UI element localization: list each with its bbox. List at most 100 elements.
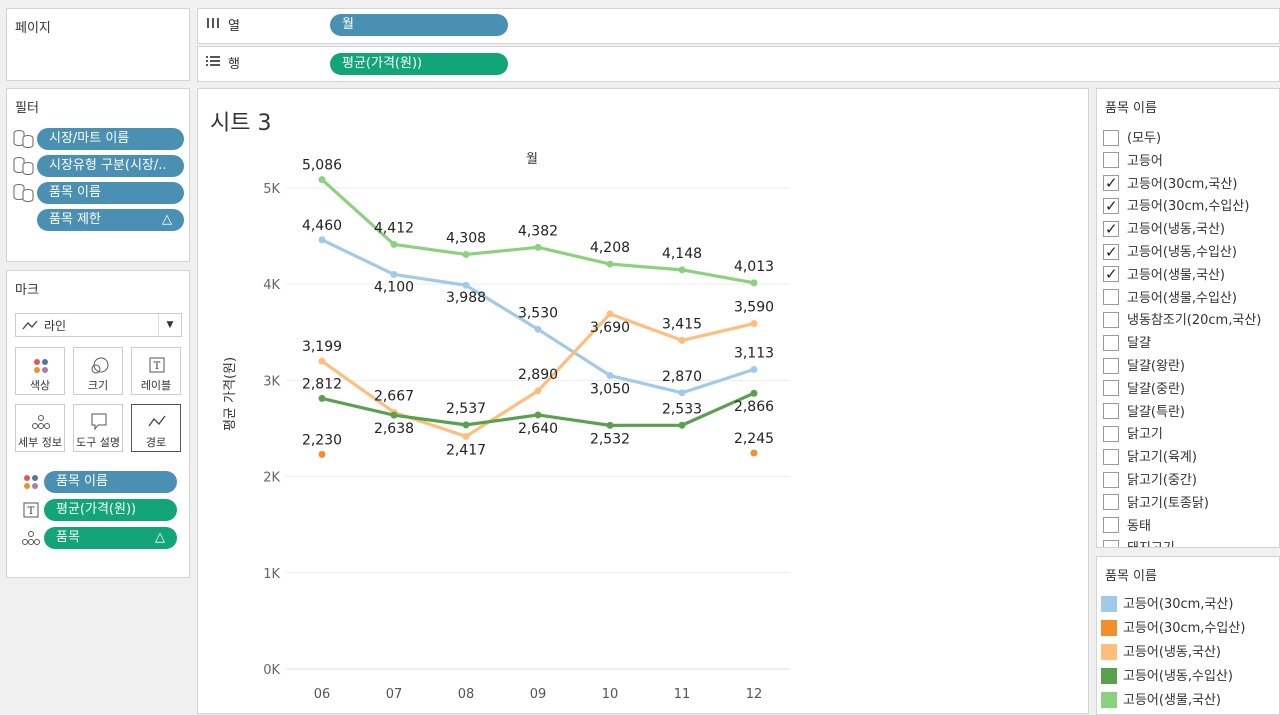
checkbox[interactable]: [1103, 494, 1119, 511]
size-button[interactable]: 크기: [73, 347, 123, 395]
filter-item[interactable]: 닭고기(중간): [1103, 470, 1197, 492]
filter-item[interactable]: 달걀(왕란): [1103, 356, 1185, 378]
checkbox[interactable]: [1103, 471, 1119, 488]
tooltip-button[interactable]: 도구 설명: [73, 404, 123, 452]
checkbox[interactable]: [1103, 218, 1119, 240]
chart-title: 월: [526, 152, 538, 167]
x-tick-label: 08: [458, 687, 475, 702]
legend-item[interactable]: 고등어(생물,국산): [1101, 690, 1221, 712]
data-label: 2,417: [446, 442, 486, 458]
checkbox[interactable]: [1103, 152, 1119, 169]
filters-shelf[interactable]: 필터 시장/마트 이름 시장유형 구분(시장/.. 품목 이름 품목 제한 △: [6, 88, 190, 262]
detail-button-label: 세부 정보: [18, 436, 62, 449]
filter-item[interactable]: 고등어(냉동,수입산): [1103, 241, 1237, 264]
filter-item-label: 고등어(냉동,수입산): [1127, 245, 1237, 260]
legend-item[interactable]: 고등어(냉동,국산): [1101, 642, 1221, 664]
checkbox[interactable]: [1103, 403, 1119, 420]
data-label: 3,690: [590, 320, 630, 336]
columns-pill-month[interactable]: 월: [330, 14, 508, 36]
filter-pill-market-type[interactable]: 시장유형 구분(시장/..: [37, 155, 184, 177]
filter-item[interactable]: 냉동참조기(20cm,국산): [1103, 310, 1261, 332]
chevron-down-icon[interactable]: ▼: [158, 314, 181, 336]
filter-item[interactable]: 달걀(중란): [1103, 379, 1185, 401]
data-label: 2,640: [518, 421, 558, 437]
item-name-filter-card[interactable]: 품목 이름 (모두) 고등어고등어(30cm,국산) 고등어(30cm,수입산) 고등…: [1096, 88, 1280, 548]
data-label: 4,412: [374, 220, 414, 236]
data-point: [318, 357, 326, 365]
legend-item[interactable]: 고등어(30cm,수입산): [1101, 618, 1245, 640]
data-label: 3,530: [518, 305, 558, 321]
checkbox[interactable]: [1103, 517, 1119, 534]
filter-item-label: 고등어(냉동,국산): [1127, 222, 1225, 238]
checkbox[interactable]: [1103, 195, 1119, 217]
data-label: 3,988: [446, 290, 486, 306]
checkbox[interactable]: [1103, 129, 1119, 146]
data-label: 2,890: [518, 367, 558, 383]
legend-label: 고등어(생물,국산): [1123, 693, 1221, 708]
label-button-label: 레이블: [140, 379, 172, 392]
filter-pill-market-name[interactable]: 시장/마트 이름: [37, 128, 184, 150]
label-button[interactable]: T 레이블: [131, 347, 181, 395]
color-dots-icon: [34, 359, 48, 373]
marks-pill-avg-price[interactable]: 평균(가격(원)): [44, 499, 177, 521]
data-label: 3,199: [302, 339, 342, 355]
filter-item[interactable]: 닭고기(토종닭): [1103, 493, 1209, 515]
filter-item[interactable]: 닭고기(육계): [1103, 447, 1197, 469]
x-tick-label: 11: [674, 687, 691, 702]
filter-pill-item-limit-label: 품목 제한: [49, 212, 101, 227]
filter-item[interactable]: 돼지고기: [1103, 538, 1175, 547]
mark-type-dropdown[interactable]: 라인 ▼: [15, 313, 182, 337]
checkbox[interactable]: [1103, 289, 1119, 306]
filter-item[interactable]: 고등어(30cm,국산): [1103, 172, 1237, 196]
filter-item[interactable]: 달걀: [1103, 333, 1151, 355]
detail-button[interactable]: 세부 정보: [15, 404, 65, 452]
filter-item[interactable]: 동태: [1103, 516, 1151, 538]
rows-label: 행: [228, 57, 240, 72]
color-button[interactable]: 색상: [15, 347, 65, 395]
filter-item[interactable]: 고등어(냉동,국산): [1103, 218, 1225, 241]
data-point: [750, 449, 758, 457]
color-dots-icon: [24, 475, 38, 489]
filter-item[interactable]: 고등어(30cm,수입산): [1103, 195, 1249, 218]
checkbox[interactable]: [1103, 380, 1119, 397]
data-point: [390, 411, 398, 419]
worksheet[interactable]: 시트 3 0K 1K 2K 3K 4K 5K 06 07 08 09 10 11 12 월 평균 가격(원)…: [197, 88, 1089, 714]
checkbox[interactable]: [1103, 241, 1119, 263]
filter-item[interactable]: 닭고기: [1103, 424, 1163, 446]
legend-item[interactable]: 고등어(30cm,국산): [1101, 594, 1233, 616]
legend-item[interactable]: 고등어(냉동,수입산): [1101, 666, 1233, 688]
path-button[interactable]: 경로: [131, 404, 181, 452]
checkbox[interactable]: [1103, 311, 1119, 328]
data-point: [678, 389, 686, 397]
filter-item[interactable]: 달걀(특란): [1103, 402, 1185, 424]
rows-shelf[interactable]: 행 평균(가격(원)): [197, 46, 1280, 82]
columns-shelf[interactable]: 열 월: [197, 8, 1280, 44]
checkbox[interactable]: [1103, 425, 1119, 442]
legend-label: 고등어(30cm,국산): [1123, 597, 1234, 612]
filter-pill-item-limit[interactable]: 품목 제한 △: [37, 209, 184, 231]
filter-item[interactable]: 고등어(생물,국산): [1103, 263, 1225, 287]
marks-card[interactable]: 마크 라인 ▼ 색상 크기 T 레이블 세부 정보 도구 설명 경로 품목 이름…: [6, 270, 190, 578]
data-label: 2,230: [302, 432, 342, 448]
filter-pill-item-name[interactable]: 품목 이름: [37, 182, 184, 204]
filter-item[interactable]: 고등어: [1103, 151, 1163, 173]
filter-item[interactable]: (모두): [1103, 128, 1161, 150]
checkbox[interactable]: [1103, 334, 1119, 351]
tooltip-icon: [91, 413, 107, 431]
checkbox[interactable]: [1103, 357, 1119, 374]
checkbox[interactable]: [1103, 539, 1119, 547]
checkbox[interactable]: [1103, 263, 1119, 285]
legend-swatch: [1101, 595, 1117, 612]
data-point: [462, 281, 470, 289]
detail-dots-icon: [32, 415, 50, 429]
marks-pill-item[interactable]: 품목 △: [44, 527, 177, 549]
filter-item[interactable]: 고등어(생물,수입산): [1103, 288, 1237, 310]
marks-pill-item-name[interactable]: 품목 이름: [44, 471, 177, 493]
checkbox[interactable]: [1103, 172, 1119, 194]
checkbox[interactable]: [1103, 448, 1119, 465]
svg-text:T: T: [28, 506, 35, 517]
data-label: 2,537: [446, 401, 486, 417]
columns-label: 열: [228, 19, 240, 34]
pages-shelf[interactable]: 페이지: [6, 8, 190, 81]
rows-pill-avg-price[interactable]: 평균(가격(원)): [330, 53, 508, 75]
